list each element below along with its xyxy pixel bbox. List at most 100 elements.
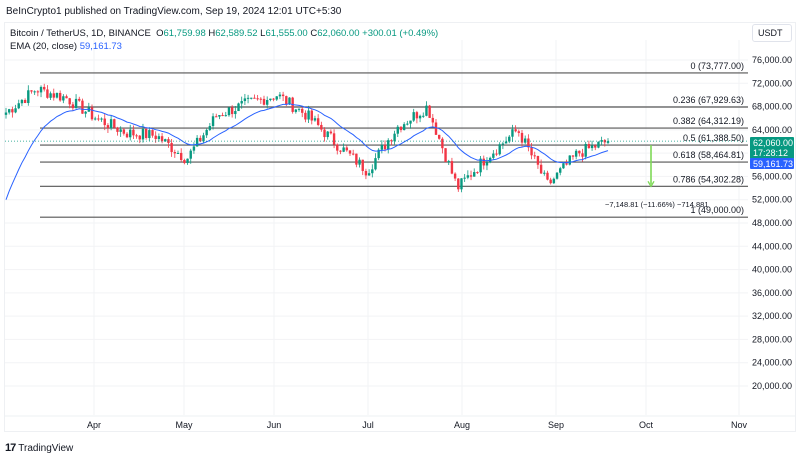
candle-body <box>4 112 8 115</box>
candle-body <box>23 99 27 104</box>
candle-body <box>418 115 422 119</box>
candle-body <box>129 129 132 138</box>
candle-body <box>221 115 224 117</box>
candle-body <box>559 168 562 173</box>
candle-body <box>297 108 301 110</box>
tradingview-logo-icon: 17 <box>5 442 16 454</box>
candle-body <box>469 175 473 177</box>
candle-body <box>20 99 24 104</box>
candle-body <box>49 93 52 98</box>
candle-body <box>243 98 247 102</box>
candle-body <box>578 150 581 154</box>
candle-body <box>329 131 333 134</box>
candle-body <box>81 100 84 114</box>
candle-body <box>71 104 75 109</box>
candle-body <box>377 149 380 159</box>
candle-body <box>202 135 205 142</box>
fib-level-label: 1 (49,000.00) <box>690 205 744 215</box>
candle-body <box>390 140 393 142</box>
candle-body <box>527 138 530 148</box>
candle-body <box>594 145 597 148</box>
candle-body <box>523 138 527 143</box>
candle-body <box>30 90 33 92</box>
ema-value: 59,161.73 <box>79 41 122 52</box>
candle-body <box>62 96 65 101</box>
change-value: +300.01 (+0.49%) <box>362 28 439 39</box>
candle-body <box>533 155 536 157</box>
candle-body <box>517 131 521 133</box>
low-value: 61,555.00 <box>265 28 308 39</box>
candle-body <box>307 110 310 120</box>
candle-body <box>320 124 323 130</box>
price-axis-label: 20,000.00 <box>752 381 792 391</box>
candle-body <box>265 100 269 105</box>
candle-body <box>138 135 141 140</box>
candle-body <box>371 169 374 174</box>
candle-body <box>549 179 552 184</box>
tradingview-brand[interactable]: 17 TradingView <box>5 442 74 454</box>
candle-body <box>141 128 145 140</box>
candle-body <box>520 132 524 143</box>
candle-body <box>479 158 482 173</box>
candle-body <box>288 97 291 105</box>
fib-level-label: 0.382 (64,312.19) <box>673 116 744 126</box>
candle-body <box>504 141 508 144</box>
candle-body <box>409 120 412 124</box>
candle-body <box>399 126 403 131</box>
candle-body <box>68 98 71 105</box>
fib-level-label: 0.786 (54,302.28) <box>673 174 744 184</box>
candle-body <box>358 159 361 165</box>
candle-body <box>562 163 565 169</box>
candle-body <box>361 159 364 171</box>
currency-button[interactable]: USDT <box>752 24 792 42</box>
candle-body <box>485 162 489 166</box>
candle-body <box>119 129 122 132</box>
symbol-name[interactable]: Bitcoin / TetherUS, 1D, BINANCE <box>10 28 151 39</box>
candle-body <box>281 94 285 97</box>
candle-body <box>116 127 119 132</box>
candle-body <box>113 119 116 128</box>
candle-body <box>428 105 431 118</box>
candle-body <box>590 145 594 149</box>
time-axis-label: Oct <box>639 420 654 430</box>
candle-body <box>457 178 460 190</box>
candle-body <box>597 141 600 148</box>
candle-body <box>574 150 578 157</box>
ema-label[interactable]: EMA (20, close) <box>10 41 78 52</box>
fib-level-label: 0.618 (58,464.81) <box>673 150 744 160</box>
candle-body <box>587 143 591 149</box>
price-axis-label: 36,000.00 <box>752 288 792 298</box>
candle-body <box>441 138 444 149</box>
fib-level-label: 0.236 (67,929.63) <box>673 95 744 105</box>
candle-body <box>237 103 240 112</box>
measure-label: −7,148.81 (−11.66%) −714,881 <box>605 200 709 209</box>
candle-body <box>7 109 11 113</box>
current-price-text: 62,060.00 <box>753 138 793 148</box>
candle-body <box>195 137 199 147</box>
candle-body <box>355 153 358 165</box>
ema-price-text: 59,161.73 <box>753 159 793 169</box>
candle-body <box>272 98 275 100</box>
candle-body <box>396 126 399 134</box>
candle-body <box>199 137 202 142</box>
candle-body <box>84 111 87 114</box>
candle-body <box>253 97 256 99</box>
candle-body <box>412 112 415 121</box>
candle-body <box>463 177 466 179</box>
candle-body <box>90 107 94 120</box>
candle-body <box>492 153 495 158</box>
candle-body <box>571 155 575 157</box>
candle-body <box>151 130 154 136</box>
candle-body <box>262 98 266 105</box>
ema-line[interactable] <box>5 103 609 200</box>
price-axis-label: 40,000.00 <box>752 265 792 275</box>
candle-body <box>348 150 352 154</box>
candle-body <box>473 172 476 177</box>
price-axis-label: 68,000.00 <box>752 102 792 112</box>
candle-body <box>97 118 100 120</box>
candle-body <box>167 139 170 143</box>
candle-body <box>581 153 584 157</box>
price-axis-label: 64,000.00 <box>752 125 792 135</box>
candle-body <box>234 111 237 115</box>
